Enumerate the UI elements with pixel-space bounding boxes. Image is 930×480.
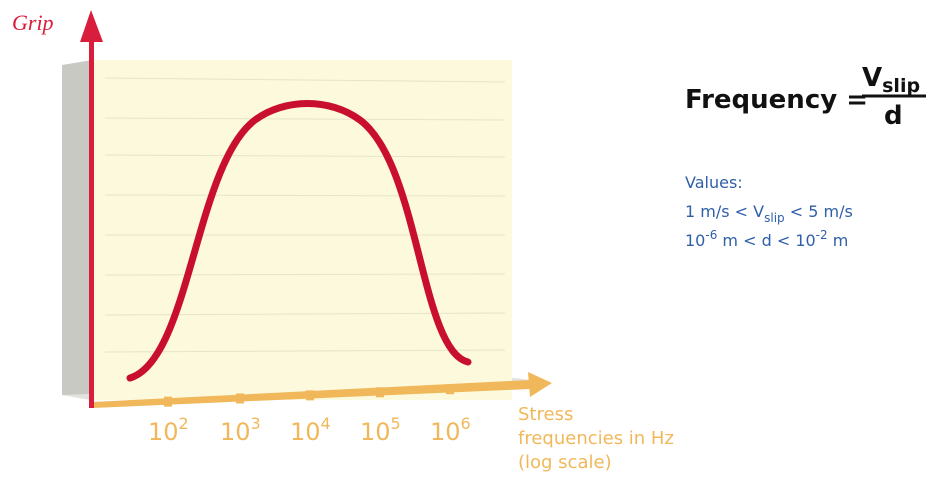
formula-var: V (862, 63, 882, 93)
tick-mark (236, 393, 244, 404)
values-segment: m (828, 231, 849, 250)
tick-exponent: 5 (391, 414, 401, 433)
tick-base: 10 (148, 418, 179, 446)
values-line: 10-6 m < d < 10-2 m (685, 228, 848, 250)
tick-label: 102 (148, 414, 189, 446)
tick-label: 106 (430, 414, 471, 446)
values-segment: slip (764, 211, 785, 225)
values-segment: 10 (685, 231, 705, 250)
values-segment: -2 (816, 228, 828, 242)
tick-mark (306, 390, 314, 401)
x-ticks: 102 103 104 105 106 (148, 384, 471, 446)
values-segment: < 5 m/s (785, 202, 853, 221)
tick-base: 10 (220, 418, 251, 446)
x-axis-label-line: (log scale) (518, 452, 612, 473)
y-axis-arrow (80, 10, 103, 42)
tick-exponent: 2 (179, 414, 189, 433)
values-segment: -6 (705, 228, 717, 242)
x-axis-label: Stress frequencies in Hz (log scale) (518, 404, 680, 473)
y-axis-label: Grip (12, 10, 54, 35)
values-segment: m < d < 10 (717, 231, 815, 250)
grip-curve (126, 100, 472, 382)
formula-denominator: d (884, 101, 903, 131)
formula-sub: slip (882, 75, 920, 97)
x-axis-label-line: frequencies in Hz (518, 428, 674, 449)
tick-base: 10 (360, 418, 391, 446)
x-axis-arrow (528, 372, 552, 397)
values-title: Values: (685, 173, 743, 192)
tick-base: 10 (430, 418, 461, 446)
tick-label: 104 (290, 414, 331, 446)
tick-exponent: 3 (251, 414, 261, 433)
formula-lhs: Frequency = (685, 85, 868, 115)
tick-label: 105 (360, 414, 401, 446)
tick-label: 103 (220, 414, 261, 446)
side-wall (62, 60, 92, 400)
tick-mark (164, 396, 172, 407)
tick-exponent: 4 (321, 414, 331, 433)
values-lines: 1 m/s < Vslip < 5 m/s 10-6 m < d < 10-2 m (685, 202, 853, 250)
x-axis-label-line: Stress (518, 404, 573, 425)
formula-numerator: Vslip (862, 63, 920, 97)
values-segment: 1 m/s < V (685, 202, 764, 221)
y-axis (89, 40, 94, 408)
tick-mark (376, 387, 384, 398)
tick-base: 10 (290, 418, 321, 446)
values-line: 1 m/s < Vslip < 5 m/s (685, 202, 853, 225)
tick-mark (446, 384, 454, 395)
tick-exponent: 6 (461, 414, 471, 433)
